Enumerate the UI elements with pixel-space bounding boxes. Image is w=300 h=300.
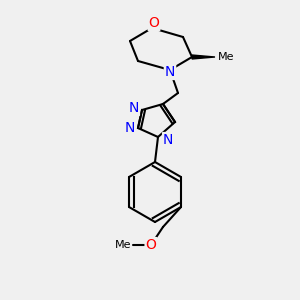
Text: O: O (146, 238, 156, 252)
Text: Me: Me (115, 240, 131, 250)
Text: Me: Me (218, 52, 235, 62)
Text: N: N (163, 133, 173, 147)
Text: N: N (129, 101, 139, 115)
Text: O: O (148, 16, 159, 30)
Polygon shape (192, 55, 215, 59)
Text: N: N (165, 65, 175, 79)
Text: N: N (124, 121, 135, 135)
